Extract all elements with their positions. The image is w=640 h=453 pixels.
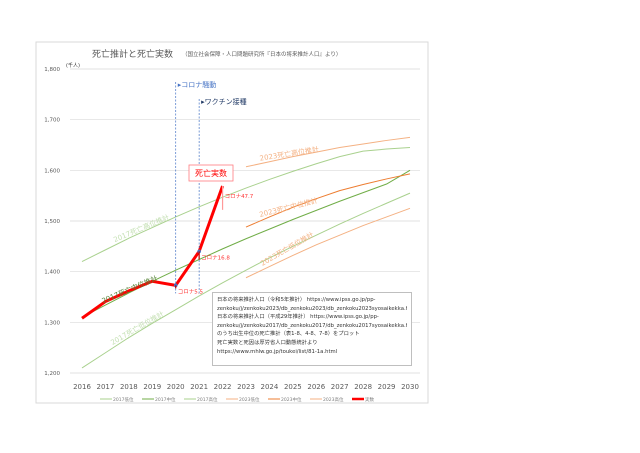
actual-label: 死亡実数 — [195, 168, 227, 178]
note-line: 日本の将来推計人口（平成29年推計） https://www.ipss.go.j… — [217, 314, 379, 321]
excess-label: コロナ47.7 — [225, 193, 254, 200]
y-tick-label: 1,800 — [44, 67, 60, 73]
x-tick-label: 2016 — [73, 383, 91, 391]
x-tick-label: 2026 — [307, 383, 325, 391]
x-tick-label: 2025 — [284, 383, 302, 391]
legend-label: 2023中位 — [281, 396, 302, 403]
x-tick-label: 2030 — [401, 383, 419, 391]
x-tick-label: 2020 — [167, 383, 185, 391]
series-line-2023低位 — [245, 207, 411, 279]
legend-label: 2017中位 — [155, 396, 176, 403]
y-tick-label: 1,400 — [44, 270, 60, 276]
x-tick-label: 2018 — [120, 383, 138, 391]
y-axis-label: (千人) — [66, 62, 80, 69]
x-tick-label: 2028 — [354, 383, 372, 391]
note-line: 死亡実数と死因は厚労省人口動態統計より — [217, 339, 318, 346]
x-tick-label: 2024 — [261, 383, 279, 391]
note-line: zenkoku/j/zenkoku2023/db_zenkoku2023/db_… — [217, 305, 407, 312]
legend-label: 2023低位 — [239, 396, 260, 403]
legend-label: 実数 — [365, 396, 374, 403]
x-tick-label: 2027 — [331, 383, 349, 391]
series-line-2017高位 — [81, 147, 411, 262]
legend-label: 2023高位 — [323, 396, 344, 403]
event-label: ▸ワクチン接種 — [201, 97, 247, 106]
y-tick-label: 1,300 — [44, 320, 60, 326]
x-tick-label: 2021 — [190, 383, 208, 391]
note-line: https://www.mhlw.go.jp/toukei/list/81-1a… — [217, 348, 338, 355]
series-line-2023中位 — [245, 173, 411, 228]
x-tick-label: 2023 — [237, 383, 255, 391]
y-tick-label: 1,200 — [44, 371, 60, 377]
excess-label: コロナ5.5 — [178, 288, 204, 295]
chart-subtitle: （国立社会保障・人口問題研究所『日本の将来推計人口』より） — [182, 50, 341, 58]
actual-label-box — [188, 164, 234, 182]
x-tick-label: 2029 — [378, 383, 396, 391]
note-line: 日本の将来推計人口（令和5年推計） https://www.ipss.go.jp… — [217, 297, 376, 303]
series-line-2023高位 — [245, 136, 411, 168]
note-line: zenkoku/j/zenkoku2017/db_zenkoku2017/db_… — [217, 322, 407, 329]
series-line-2017低位 — [81, 192, 411, 369]
legend-label: 2017高位 — [197, 396, 218, 403]
y-tick-label: 1,600 — [44, 168, 60, 174]
event-label: ▸コロナ騒動 — [178, 80, 217, 89]
source-note: 日本の将来推計人口（令和5年推計） https://www.ipss.go.jp… — [212, 292, 412, 366]
x-tick-label: 2022 — [214, 383, 232, 391]
y-tick-label: 1,700 — [44, 118, 60, 124]
x-tick-label: 2019 — [143, 383, 161, 391]
note-line: のうち出生中位の死亡推計（表1-8、4-8、7-8）をプロット — [217, 331, 360, 338]
legend-label: 2017低位 — [113, 396, 134, 403]
excess-label: コロナ16.8 — [201, 254, 230, 261]
y-tick-label: 1,500 — [44, 219, 60, 225]
chart-title: 死亡推計と死亡実数 — [92, 48, 173, 60]
x-tick-label: 2017 — [97, 383, 115, 391]
